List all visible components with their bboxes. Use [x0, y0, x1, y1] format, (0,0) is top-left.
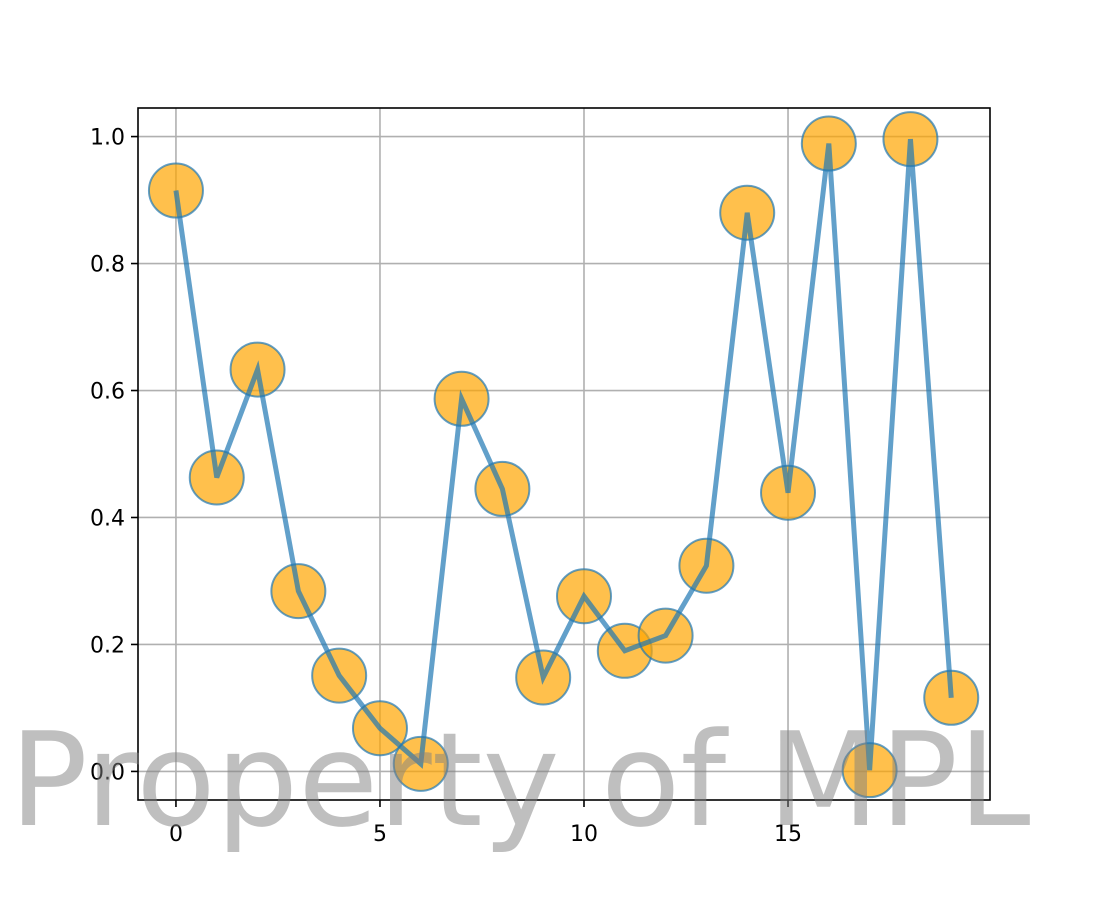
watermark-text: Property of MPL — [9, 704, 1030, 856]
y-tick-label: 0.2 — [90, 633, 125, 658]
ticks: 0 5 10 15 0.0 0.2 0.4 0.6 0.8 1.0 — [90, 126, 802, 847]
plot-frame — [137, 107, 991, 801]
series — [147, 111, 980, 799]
y-tick-label: 0.0 — [90, 760, 125, 785]
y-tick-label: 1.0 — [90, 126, 125, 151]
y-tick-label: 0.4 — [90, 506, 125, 531]
series-line — [173, 138, 954, 771]
y-tick-label: 0.8 — [90, 253, 125, 278]
y-tick-label: 0.6 — [90, 380, 125, 405]
x-tick-label: 15 — [774, 822, 802, 847]
x-tick-label: 0 — [169, 822, 183, 847]
x-tick-label: 5 — [373, 822, 387, 847]
x-tick-label: 10 — [570, 822, 598, 847]
